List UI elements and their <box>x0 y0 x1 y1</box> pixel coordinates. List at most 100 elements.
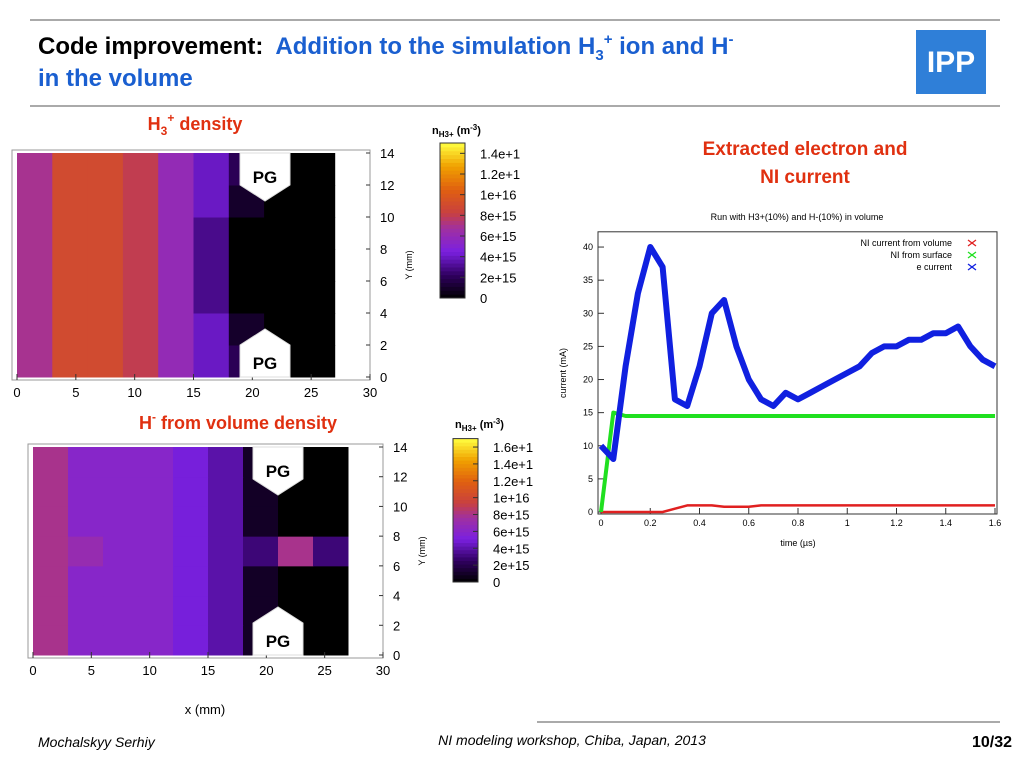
x-tick-label: 0 <box>598 518 603 528</box>
heat-cell <box>87 249 124 282</box>
colorbar-tick-label: 6e+15 <box>480 229 517 244</box>
heat-cell <box>313 536 349 567</box>
y-tick-label: 14 <box>393 440 407 455</box>
heat-cell <box>52 345 89 378</box>
heat-cell <box>103 595 139 626</box>
series-line <box>599 410 995 513</box>
x-tick-label: 0.6 <box>742 518 755 528</box>
legend-marker <box>967 251 977 259</box>
colorbar-step <box>440 282 465 287</box>
colorbar-step <box>453 528 478 533</box>
y-tick-label: 6 <box>393 559 400 574</box>
heat-cell <box>158 249 194 282</box>
colorbar-step <box>440 278 465 283</box>
colorbar-step <box>440 251 465 256</box>
title-part: 3 <box>161 124 168 138</box>
colorbar-tick-label: 1.4e+1 <box>480 146 520 161</box>
colorbar-step <box>440 228 465 233</box>
colorbar-step <box>453 474 478 479</box>
heat-cell <box>17 217 53 250</box>
heat-cell <box>103 506 139 537</box>
heat-cell <box>17 249 53 282</box>
pg-label: PG <box>253 168 278 187</box>
heat-cell <box>17 345 53 378</box>
y-tick-label: 10 <box>393 499 407 514</box>
colorbar-title-part: (m <box>454 125 471 137</box>
colorbar-step <box>453 481 478 486</box>
pg-label: PG <box>266 632 291 651</box>
colorbar-step <box>440 243 465 249</box>
heat-cell <box>122 313 159 346</box>
colorbar-step <box>440 193 465 198</box>
heat-cell <box>52 281 89 314</box>
pg-label: PG <box>266 462 291 481</box>
colorbar-tick-label: 0 <box>480 291 487 306</box>
colorbar-step <box>440 263 465 268</box>
heat-cell <box>173 536 209 567</box>
heat-cell <box>173 625 209 656</box>
heat-cell <box>173 447 209 478</box>
colorbar-step <box>440 259 465 264</box>
y-tick-label: 20 <box>583 375 593 385</box>
title-part: - <box>152 410 156 424</box>
title-part: density <box>174 114 242 134</box>
heat-cell <box>87 153 124 186</box>
heat-cell <box>243 506 279 537</box>
heat-cell <box>68 476 104 507</box>
colorbar-step <box>453 499 478 504</box>
x-tick-label: 1.4 <box>939 518 952 528</box>
y-tick-label: 10 <box>380 210 394 225</box>
y-tick-label: 10 <box>583 441 593 451</box>
y-tick-label: 8 <box>380 242 387 257</box>
colorbar-step <box>453 495 478 501</box>
colorbar-frame <box>452 438 479 583</box>
colorbar-title: nH3+ (m-3) <box>455 417 504 433</box>
legend-label: NI from surface <box>890 250 952 260</box>
colorbar-step <box>440 216 465 221</box>
heat-cell <box>52 249 89 282</box>
heat-cell <box>193 345 230 378</box>
title-part: H <box>148 114 161 134</box>
y-tick-label: 8 <box>393 529 400 544</box>
x-tick-label: 0.4 <box>693 518 706 528</box>
x-tick-label: 30 <box>376 663 390 678</box>
y-tick-label: 12 <box>380 178 394 193</box>
heat-cell <box>173 595 209 626</box>
colorbar-step <box>440 247 465 252</box>
colorbar-step <box>440 150 465 156</box>
colorbar-step <box>440 274 465 280</box>
heat-cell <box>17 281 53 314</box>
heat-cell <box>33 595 69 626</box>
colorbar-step <box>453 503 478 508</box>
y-tick-label: 2 <box>380 338 387 353</box>
heat-cell <box>193 249 230 282</box>
y-tick-label: 35 <box>583 275 593 285</box>
x-tick-label: 25 <box>317 663 331 678</box>
colorbar-tick-label: 2e+15 <box>493 558 530 573</box>
plot-frame <box>27 443 384 659</box>
heat-cell <box>299 153 336 186</box>
colorbar-step <box>453 556 478 561</box>
x-tick-label: 0 <box>13 385 20 400</box>
title-part: + <box>167 111 174 125</box>
x-axis-label: x (mm) <box>185 702 225 717</box>
legend-label: NI current from volume <box>860 238 952 248</box>
colorbar-step <box>453 492 478 497</box>
legend-marker <box>967 263 977 271</box>
colorbar-tick-label: 2e+15 <box>480 270 517 285</box>
x-tick-label: 20 <box>245 385 259 400</box>
heat-cell <box>208 625 244 656</box>
heat-cell <box>138 565 174 597</box>
heat-cell <box>193 281 230 314</box>
y-tick-label: 2 <box>393 618 400 633</box>
colorbar-step <box>453 506 478 511</box>
colorbar-step <box>453 478 478 483</box>
heat-cell <box>138 506 174 537</box>
logo: IPP <box>927 46 975 79</box>
colorbar-step <box>453 445 478 450</box>
heat-cell <box>33 536 69 567</box>
colorbar-step <box>440 177 465 183</box>
heat-cell <box>68 536 104 567</box>
colorbar-step <box>453 531 478 536</box>
colorbar-step <box>453 438 478 443</box>
